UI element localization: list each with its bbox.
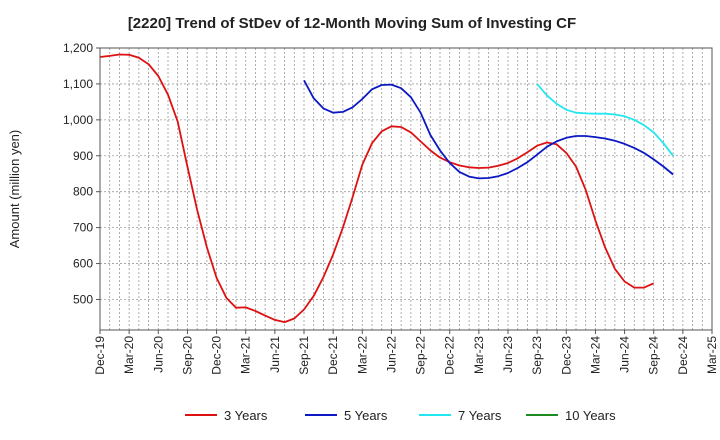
legend-label: 5 Years (344, 408, 388, 423)
series-line-3-years (99, 53, 655, 324)
x-tick-label: Mar-21 (239, 336, 253, 374)
x-tick-label: Mar-22 (355, 336, 369, 374)
x-tick-label: Sep-22 (414, 336, 428, 375)
x-tick-label: Jun-21 (268, 336, 282, 373)
x-tick-label: Dec-19 (93, 336, 107, 375)
x-tick-label: Jun-22 (384, 336, 398, 373)
series-line-5-years (303, 79, 674, 180)
x-tick-label: Mar-24 (588, 336, 602, 374)
legend: 3 Years 5 Years 7 Years 10 Years (185, 408, 616, 423)
grid (100, 47, 712, 330)
x-tick-label: Sep-20 (180, 336, 194, 375)
y-axis-ticks: 500 600 700 800 900 1,000 1,100 1,200 (63, 41, 100, 306)
x-tick-label: Sep-21 (297, 336, 311, 375)
x-tick-label: Jun-24 (618, 336, 632, 373)
x-tick-label: Dec-23 (559, 336, 573, 375)
x-tick-label: Jun-23 (501, 336, 515, 373)
x-tick-label: Dec-20 (210, 336, 224, 375)
y-tick-label: 1,000 (63, 113, 93, 127)
y-tick-label: 700 (73, 221, 93, 235)
legend-label: 7 Years (458, 408, 502, 423)
x-tick-label: Dec-24 (676, 336, 690, 375)
series-line-7-years (536, 83, 674, 157)
y-tick-label: 1,200 (63, 41, 93, 55)
y-tick-label: 500 (73, 292, 93, 306)
x-tick-label: Mar-23 (472, 336, 486, 374)
x-tick-label: Sep-24 (647, 336, 661, 375)
legend-label: 10 Years (565, 408, 616, 423)
y-axis-label: Amount (million yen) (7, 130, 22, 249)
series-lines (99, 53, 674, 324)
plot-frame (99, 47, 713, 331)
x-axis-ticks: Dec-19 Mar-20 Jun-20 Sep-20 Dec-20 Mar-21 Jun-… (93, 330, 719, 375)
x-tick-label: Dec-21 (326, 336, 340, 375)
x-tick-label: Jun-20 (151, 336, 165, 373)
y-tick-label: 800 (73, 185, 93, 199)
legend-label: 3 Years (224, 408, 268, 423)
y-tick-label: 1,100 (63, 77, 93, 91)
x-tick-label: Sep-23 (530, 336, 544, 375)
x-tick-label: Dec-22 (443, 336, 457, 375)
chart-title: [2220] Trend of StDev of 12-Month Moving… (128, 15, 576, 32)
y-tick-label: 600 (73, 257, 93, 271)
plot-area (100, 48, 712, 330)
x-tick-label: Mar-25 (705, 336, 719, 374)
x-tick-label: Mar-20 (122, 336, 136, 374)
y-tick-label: 900 (73, 149, 93, 163)
